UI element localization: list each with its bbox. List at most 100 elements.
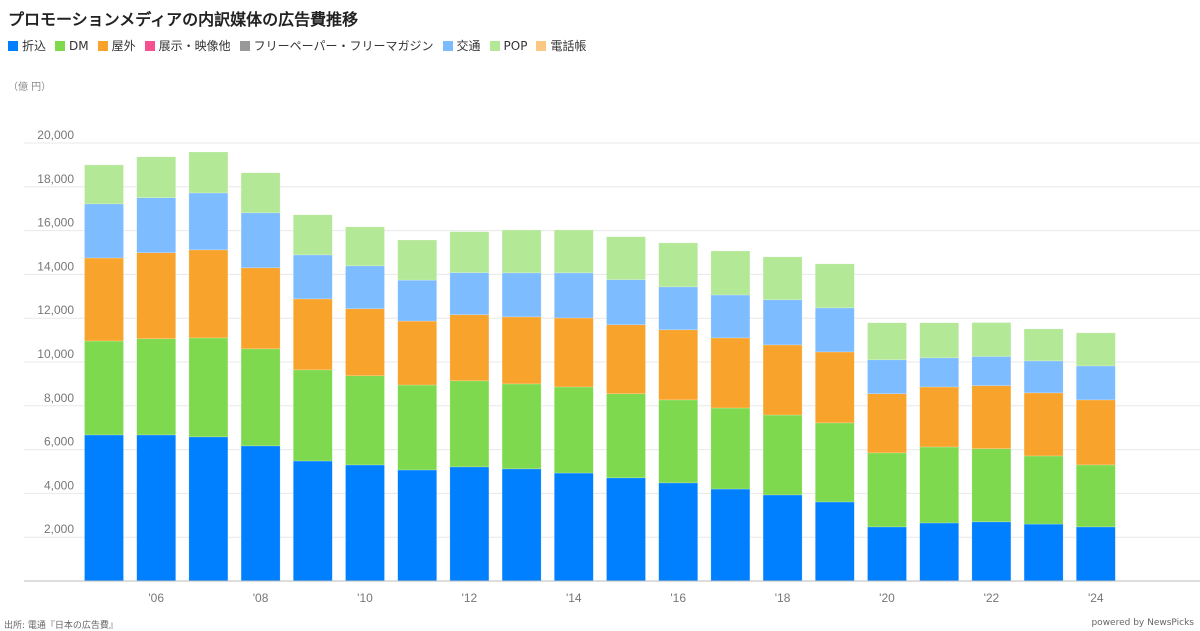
legend-swatch — [536, 40, 547, 51]
bar-segment — [919, 522, 959, 582]
x-tick-label: '14 — [566, 591, 582, 605]
bar-segment — [293, 254, 333, 300]
y-tick-label: 10,000 — [37, 347, 74, 361]
bar-segment — [554, 386, 594, 474]
bar-segment — [815, 263, 855, 309]
bar-segment — [188, 337, 229, 438]
legend-swatch — [144, 40, 155, 51]
bar-segment — [606, 393, 646, 479]
y-tick-label: 18,000 — [37, 172, 74, 186]
x-tick-label: '24 — [1088, 591, 1104, 605]
bar-segment — [815, 307, 855, 353]
bar-segment — [710, 250, 751, 296]
bar-segment — [397, 384, 437, 471]
bar-segment — [345, 464, 385, 582]
bar-segment — [971, 521, 1012, 582]
bar-segment — [1023, 328, 1064, 362]
bar-segment — [971, 356, 1012, 386]
bar-segment — [501, 468, 542, 582]
y-tick-label: 20,000 — [37, 128, 74, 142]
bar-segment — [188, 151, 229, 194]
bar-segment — [84, 434, 124, 582]
bar-segment — [1076, 399, 1116, 466]
legend-swatch — [55, 40, 66, 51]
bar-segment — [919, 322, 959, 359]
bar-segment — [188, 192, 229, 251]
legend-label: 交通 — [456, 39, 481, 53]
bar-segment — [762, 494, 803, 582]
x-tick-label: '06 — [148, 591, 164, 605]
bar-segment — [84, 257, 124, 342]
legend-item[interactable]: 電話帳 — [536, 37, 586, 54]
legend-label: 展示・映像他 — [158, 39, 231, 53]
bar-segment — [449, 314, 490, 382]
bar-segment — [606, 236, 646, 280]
bar-segment — [240, 172, 281, 214]
bar-segment — [136, 197, 176, 253]
bar-segment — [345, 308, 385, 377]
bar-segment — [867, 322, 907, 361]
x-tick-label: '08 — [253, 591, 269, 605]
bar-segment — [658, 286, 698, 331]
x-tick-label: '20 — [879, 591, 895, 605]
bar-segment — [762, 414, 803, 496]
bar-segment — [971, 322, 1012, 357]
legend-swatch — [489, 40, 500, 51]
legend-swatch — [97, 40, 108, 51]
bar-segment — [449, 272, 490, 315]
bar-segment — [84, 340, 124, 436]
legend-item[interactable]: POP — [489, 37, 527, 54]
bar-segment — [606, 324, 646, 395]
bar-segment — [1076, 332, 1116, 367]
bar-segment — [397, 279, 437, 322]
bar-segment — [293, 369, 333, 462]
bar-segment — [240, 348, 281, 447]
bar-segment — [397, 239, 437, 281]
chart-title: プロモーションメディアの内訳媒体の広告費推移 — [8, 10, 359, 29]
bar-segment — [293, 214, 333, 256]
legend-item[interactable]: 展示・映像他 — [144, 37, 231, 54]
x-tick-label: '12 — [462, 591, 478, 605]
legend-label: 電話帳 — [550, 39, 587, 53]
bar-segment — [397, 469, 437, 582]
bar-segment — [293, 460, 333, 582]
bar-segment — [501, 316, 542, 385]
bar-segment — [919, 357, 959, 388]
bar-segment — [971, 385, 1012, 449]
bar-segment — [815, 351, 855, 424]
bar-segment — [240, 445, 281, 582]
bar-segment — [1023, 360, 1064, 394]
bar-segment — [710, 294, 751, 339]
bar-segment — [136, 434, 176, 582]
source-note: 出所: 電通『日本の広告費』 — [4, 621, 118, 631]
y-axis-unit: （億 円） — [8, 82, 52, 93]
y-tick-label: 12,000 — [37, 303, 74, 317]
bar-segment — [658, 482, 698, 582]
credit: powered by NewsPicks — [1091, 618, 1194, 628]
legend-item[interactable]: 折込 — [8, 37, 46, 54]
bar-segment — [240, 212, 281, 269]
legend-item[interactable]: フリーペーパー・フリーマガジン — [239, 37, 434, 54]
legend: 折込 DM 屋外 展示・映像他 フリーペーパー・フリーマガジン 交通 POP 電話帳 — [8, 37, 586, 54]
legend-item[interactable]: 交通 — [442, 37, 481, 54]
bar-segment — [397, 320, 437, 386]
legend-item[interactable]: DM — [55, 37, 89, 54]
y-tick-label: 16,000 — [37, 216, 74, 230]
bar-segment — [867, 452, 907, 528]
bar-segment — [710, 488, 751, 582]
y-tick-label: 6,000 — [44, 435, 74, 449]
bar-segment — [762, 256, 803, 301]
bar-segment — [1023, 523, 1064, 582]
bar-segment — [919, 446, 959, 524]
legend-item[interactable]: 屋外 — [97, 37, 136, 54]
bar-segment — [1023, 455, 1064, 525]
bar-segment — [345, 226, 385, 267]
y-tick-label: 2,000 — [44, 522, 74, 536]
x-tick-label: '18 — [775, 591, 791, 605]
legend-label: 屋外 — [111, 39, 136, 53]
bar-segment — [658, 329, 698, 401]
y-tick-label: 14,000 — [37, 259, 74, 273]
x-tick-label: '16 — [670, 591, 686, 605]
bar-segment — [293, 298, 333, 371]
bar-segment — [815, 422, 855, 503]
